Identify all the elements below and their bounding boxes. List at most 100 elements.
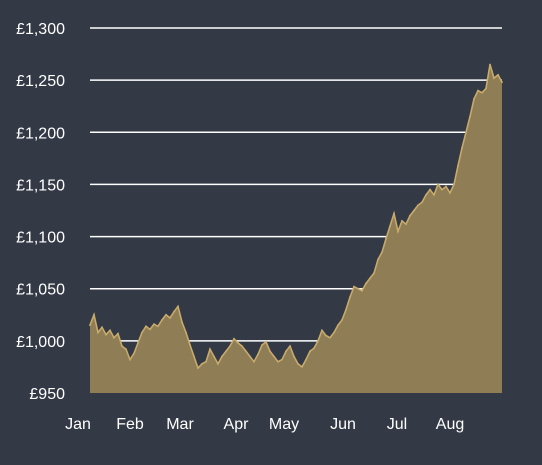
y-tick-label: £1,200 [16, 125, 65, 142]
data-point [385, 237, 387, 240]
y-tick-label: £1,050 [16, 282, 65, 299]
data-point [417, 204, 419, 207]
y-tick-label: £1,100 [16, 230, 65, 247]
data-point [313, 347, 315, 350]
x-tick-label: Aug [436, 416, 464, 433]
data-point [389, 225, 391, 228]
data-point [173, 310, 175, 313]
data-point [249, 355, 251, 358]
x-tick-label: Jun [330, 416, 356, 433]
data-point [117, 332, 119, 335]
data-point [377, 258, 379, 261]
data-point [233, 337, 235, 340]
area-line [89, 64, 503, 370]
data-point [481, 91, 483, 94]
data-point [201, 362, 203, 365]
gridlines [90, 27, 502, 342]
data-point [457, 164, 459, 167]
data-point [441, 188, 443, 191]
y-tick-label: £1,300 [16, 21, 65, 38]
data-point [93, 313, 95, 316]
y-tick-label: £1,250 [16, 73, 65, 90]
data-point [429, 188, 431, 191]
data-point [253, 360, 255, 363]
y-tick-label: £950 [29, 386, 65, 403]
data-point [165, 313, 167, 316]
data-point [285, 350, 287, 353]
data-point [189, 344, 191, 346]
data-point [281, 358, 283, 361]
x-tick-label: Jan [65, 416, 91, 433]
data-point [381, 251, 383, 254]
data-point [437, 183, 439, 186]
data-point [121, 345, 123, 347]
y-axis: £950 £1,000 £1,050 £1,100 £1,150 £1,200 £1,250… [16, 21, 65, 403]
y-tick-label: £1,150 [16, 177, 65, 194]
data-point [193, 355, 195, 358]
data-point [149, 328, 151, 331]
data-point [473, 98, 475, 100]
data-point [393, 212, 395, 215]
data-point [301, 366, 303, 368]
data-point [89, 324, 91, 327]
x-tick-label: Apr [224, 416, 250, 433]
data-point [493, 77, 495, 79]
data-point [345, 308, 347, 311]
data-point [289, 345, 291, 347]
x-tick-label: May [269, 416, 299, 433]
data-point [125, 348, 127, 351]
data-point [401, 220, 403, 222]
data-point [497, 74, 499, 76]
data-point [221, 355, 223, 358]
area-fill [90, 64, 502, 393]
data-point [413, 209, 415, 212]
y-tick-label: £1,000 [16, 334, 65, 351]
data-point [161, 319, 163, 321]
data-point [321, 329, 323, 332]
data-point [309, 350, 311, 353]
data-point [405, 223, 407, 226]
data-point [177, 305, 179, 308]
data-point [349, 296, 351, 298]
data-point [357, 287, 359, 290]
data-point [141, 331, 143, 334]
data-point [297, 362, 299, 365]
data-point [369, 277, 371, 280]
data-point [197, 367, 199, 369]
data-point [293, 355, 295, 358]
data-point [329, 336, 331, 339]
data-point [373, 272, 375, 274]
data-point [153, 323, 155, 326]
data-point [137, 342, 139, 344]
data-point [209, 348, 211, 351]
data-point [397, 230, 399, 233]
data-point [113, 336, 115, 339]
data-point [449, 191, 451, 194]
data-point [269, 350, 271, 353]
data-point [133, 352, 135, 355]
data-point [97, 331, 99, 334]
area-series [89, 63, 503, 393]
x-axis: Jan Feb Mar Apr May Jun Jul Aug [65, 416, 464, 433]
data-point [245, 350, 247, 353]
data-point [257, 353, 259, 356]
data-point [205, 360, 207, 363]
data-point [101, 326, 103, 329]
data-point [265, 341, 267, 343]
data-point [217, 362, 219, 365]
data-point [109, 329, 111, 332]
data-point [237, 342, 239, 344]
data-point [453, 183, 455, 186]
data-point [461, 147, 463, 149]
data-point [425, 194, 427, 196]
data-point [213, 355, 215, 358]
data-point [181, 321, 183, 323]
x-tick-label: Mar [166, 416, 194, 433]
data-point [361, 289, 363, 292]
data-point [305, 358, 307, 361]
data-point [353, 285, 355, 288]
data-point [185, 331, 187, 334]
data-point [489, 63, 491, 66]
